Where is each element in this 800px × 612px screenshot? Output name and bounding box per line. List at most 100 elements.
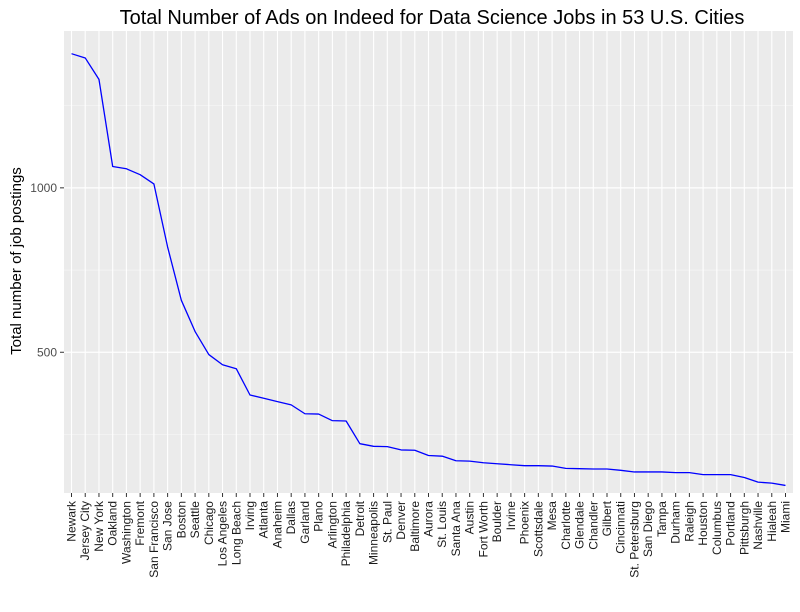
x-tick-label: Boulder xyxy=(490,501,504,542)
data-point xyxy=(358,442,361,445)
x-tick-label: Chandler xyxy=(586,501,600,550)
data-point xyxy=(660,470,663,473)
data-point xyxy=(509,463,512,466)
data-point xyxy=(688,471,691,474)
x-tick-label: Santa Ana xyxy=(449,501,463,557)
data-point xyxy=(427,454,430,457)
x-tick-label: Fremont xyxy=(133,500,147,545)
data-point xyxy=(468,460,471,463)
x-tick-label: St. Louis xyxy=(435,501,449,548)
x-tick-label: Philadelphia xyxy=(339,501,353,567)
x-tick-label: San Jose xyxy=(161,501,175,551)
x-tick-label: Arlington xyxy=(325,501,339,548)
x-tick-label: Atlanta xyxy=(257,501,271,539)
data-point xyxy=(303,412,306,415)
data-point xyxy=(400,448,403,451)
data-point xyxy=(276,400,279,403)
x-tick-label: Gilbert xyxy=(600,500,614,536)
x-tick-label: Hialeah xyxy=(765,501,779,542)
data-point xyxy=(441,455,444,458)
data-point xyxy=(372,445,375,448)
x-tick-label: St. Paul xyxy=(380,501,394,543)
x-tick-label: Detroit xyxy=(353,500,367,536)
data-point xyxy=(317,413,320,416)
data-point xyxy=(125,167,128,170)
data-point xyxy=(537,464,540,467)
data-point xyxy=(207,353,210,356)
x-tick-label: Aurora xyxy=(422,501,436,537)
data-point xyxy=(331,419,334,422)
data-point xyxy=(592,467,595,470)
data-point xyxy=(674,471,677,474)
data-point xyxy=(84,56,87,59)
y-axis-label: Total number of job postings xyxy=(8,167,25,355)
x-tick-label: Houston xyxy=(696,501,710,546)
data-point xyxy=(152,182,155,185)
series-layer xyxy=(70,52,787,487)
data-point xyxy=(564,467,567,470)
x-tick-label: Pittsburgh xyxy=(737,501,751,555)
x-tick-label: Miami xyxy=(779,501,793,533)
x-tick-label: Glendale xyxy=(573,501,587,549)
data-point xyxy=(702,473,705,476)
data-point xyxy=(551,465,554,468)
major-gridlines xyxy=(64,31,793,493)
data-point xyxy=(482,461,485,464)
x-tick-label: New York xyxy=(92,500,106,552)
data-point xyxy=(290,403,293,406)
x-tick-label: Raleigh xyxy=(682,501,696,542)
x-tick-label: Charlotte xyxy=(559,501,573,550)
data-point xyxy=(523,464,526,467)
y-tick-label: 1000 xyxy=(30,181,57,195)
x-tick-label: Oakland xyxy=(106,501,120,546)
data-point xyxy=(647,470,650,473)
data-point xyxy=(70,52,73,55)
data-point xyxy=(454,459,457,462)
y-tick-label: 500 xyxy=(37,345,57,359)
data-point xyxy=(386,445,389,448)
x-tick-label: Garland xyxy=(298,501,312,544)
x-tick-label: Anaheim xyxy=(270,501,284,548)
data-point xyxy=(194,330,197,333)
x-tick-label: Mesa xyxy=(545,501,559,531)
data-point xyxy=(784,484,787,487)
data-point xyxy=(97,78,100,81)
data-point xyxy=(496,462,499,465)
data-point xyxy=(249,394,252,397)
x-tick-label: San Francisco xyxy=(147,501,161,578)
data-point xyxy=(166,246,169,249)
x-tick-label: Plano xyxy=(312,501,326,532)
data-point xyxy=(770,482,773,485)
x-tick-label: Minneapolis xyxy=(367,501,381,565)
x-tick-label: Boston xyxy=(174,501,188,538)
x-tick-label: Washington xyxy=(119,501,133,564)
data-point xyxy=(743,476,746,479)
x-tick-label: Dallas xyxy=(284,501,298,534)
data-point xyxy=(619,469,622,472)
x-tick-label: Phoenix xyxy=(518,501,532,544)
data-point xyxy=(111,165,114,168)
x-tick-label: St. Petersburg xyxy=(627,501,641,578)
data-point xyxy=(606,467,609,470)
data-point xyxy=(578,467,581,470)
x-tick-label: Denver xyxy=(394,501,408,540)
data-point xyxy=(235,367,238,370)
x-tick-label: San Diego xyxy=(641,501,655,557)
x-tick-label: Newark xyxy=(65,500,79,542)
x-tick-label: Irvine xyxy=(504,501,518,531)
data-point xyxy=(262,397,265,400)
data-point xyxy=(757,481,760,484)
x-tick-label: Jersey City xyxy=(78,501,92,560)
data-point xyxy=(221,363,224,366)
data-point xyxy=(633,470,636,473)
data-point xyxy=(345,419,348,422)
x-tick-label: Baltimore xyxy=(408,501,422,552)
x-axis: Newark Jersey City New York Oakland Washingt… xyxy=(65,493,793,578)
x-tick-label: Durham xyxy=(669,501,683,544)
data-point xyxy=(180,299,183,302)
x-tick-label: Fort Worth xyxy=(476,501,490,557)
y-axis: 500 1000 xyxy=(30,181,64,359)
data-point xyxy=(139,173,142,176)
x-tick-label: Austin xyxy=(463,501,477,534)
data-point xyxy=(715,473,718,476)
